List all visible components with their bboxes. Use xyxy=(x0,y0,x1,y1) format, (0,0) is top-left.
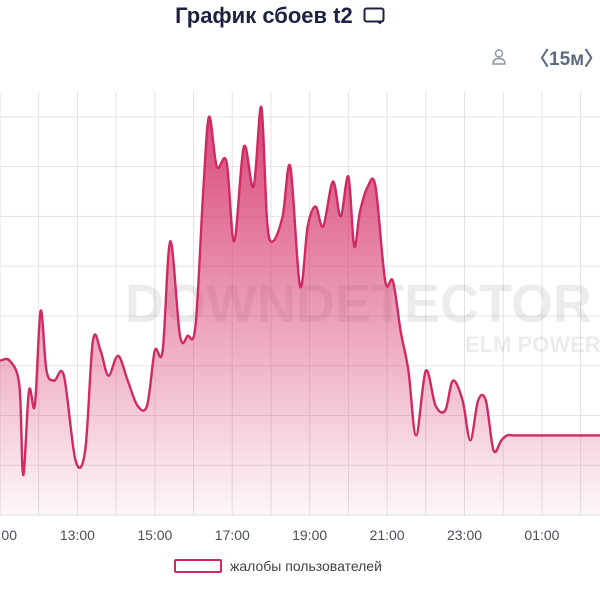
chart-title-text: График сбоев t2 xyxy=(175,3,353,29)
x-tick-label: 21:00 xyxy=(370,527,405,543)
legend-swatch xyxy=(174,559,222,573)
legend[interactable]: жалобы пользователей xyxy=(174,558,382,574)
period-toggle-button[interactable]: 〈15м〉 xyxy=(530,49,600,70)
legend-label: жалобы пользователей xyxy=(230,558,382,574)
x-tick-label: 19:00 xyxy=(292,527,327,543)
x-tick-label: 23:00 xyxy=(447,527,482,543)
x-tick-label: 15:00 xyxy=(137,527,172,543)
series-line xyxy=(0,105,600,477)
x-tick-label: 13:00 xyxy=(60,527,95,543)
series-area xyxy=(0,106,600,516)
watermark-subtext: ELM POWER xyxy=(465,332,600,357)
user-icon[interactable] xyxy=(491,48,507,66)
monitor-icon[interactable] xyxy=(363,7,385,25)
x-tick-label: 01:00 xyxy=(524,527,559,543)
chart-title: График сбоев t2 xyxy=(0,2,560,29)
x-axis-ticks: 11:00 13:00 15:00 17:00 19:00 21:00 23:00 01:00 xyxy=(0,527,560,543)
x-tick-label: 17:00 xyxy=(215,527,250,543)
x-tick-label: 11:00 xyxy=(0,527,17,543)
outage-chart: DOWNDETECTOR ELM POWER 11:0013:0015:0017… xyxy=(0,92,600,543)
